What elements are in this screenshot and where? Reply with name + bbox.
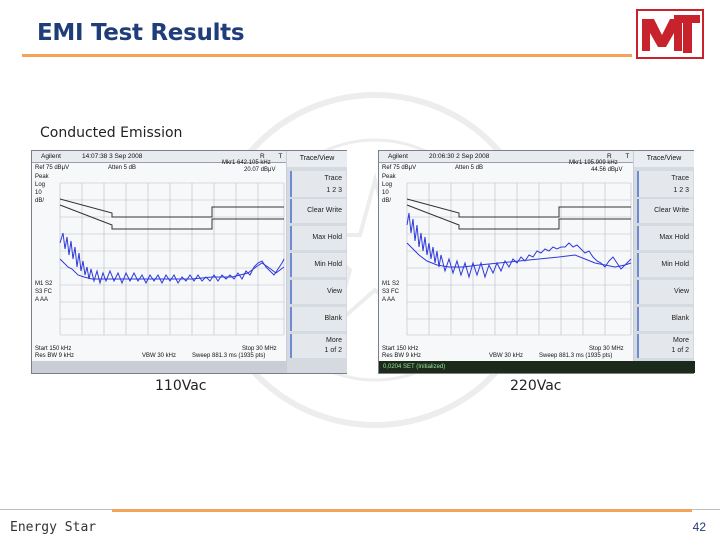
- marker-frequency: Mkr1 195.909 kHz: [569, 160, 618, 166]
- video-bandwidth: VBW 30 kHz: [489, 353, 524, 359]
- start-frequency: Start 150 kHz: [35, 346, 72, 352]
- sweep-time: Sweep 881.3 ms (1935 pts): [192, 353, 266, 359]
- trace-numbers: 1 2 3: [326, 187, 342, 194]
- ref-level: Ref 75 dBμV: [382, 165, 417, 171]
- brand-label: Agilent: [41, 153, 61, 160]
- more-label: More: [673, 337, 689, 344]
- section-label: Conducted Emission: [40, 125, 183, 141]
- scale-label-db: dB/: [35, 198, 45, 204]
- rt-indicator: R T: [260, 153, 289, 160]
- slide-title: EMI Test Results: [37, 20, 245, 46]
- timestamp: 20:06:30 2 Sep 2008: [429, 153, 490, 160]
- more-page: 1 of 2: [671, 347, 689, 354]
- analyzer-screenshot-220vac: Agilent 20:06:30 2 Sep 2008 R T Ref 75 d…: [378, 150, 695, 374]
- page-number: 42: [692, 520, 706, 534]
- softkey-clear-write[interactable]: Clear Write: [637, 199, 693, 223]
- attenuation: Atten 5 dB: [455, 165, 484, 171]
- stop-frequency: Stop 30 MHz: [589, 346, 624, 352]
- trace-label: M1 S2: [382, 281, 400, 287]
- trace-label: M1 S2: [35, 281, 53, 287]
- ref-level: Ref 75 dBμV: [35, 165, 70, 171]
- scale-label-db: dB/: [382, 198, 392, 204]
- more-label: More: [326, 337, 342, 344]
- analyzer-header: Agilent 20:06:30 2 Sep 2008 R T: [379, 151, 633, 163]
- softkey-blank[interactable]: Blank: [290, 307, 346, 331]
- rt-indicator: R T: [607, 153, 636, 160]
- footer-accent-line: [112, 509, 692, 512]
- analyzer-screenshot-110vac: Agilent 14:07:38 3 Sep 2008 R T Ref 75 d…: [31, 150, 347, 374]
- status-bar: 0,0204 SET (Initialized): [379, 361, 695, 373]
- stop-frequency: Stop 30 MHz: [242, 346, 277, 352]
- softkey-header: Trace/View: [634, 151, 694, 167]
- res-bandwidth: Res BW 9 kHz: [382, 353, 422, 359]
- scale-label-10: 10: [35, 190, 42, 196]
- sweep-time: Sweep 881.3 ms (1935 pts): [539, 353, 613, 359]
- trace-label: A AA: [382, 297, 396, 303]
- spectrum-graph: [59, 182, 285, 336]
- softkey-min-hold[interactable]: Min Hold: [290, 253, 346, 277]
- trace-numbers: 1 2 3: [673, 187, 689, 194]
- trace-label: S3 FC: [35, 289, 53, 295]
- caption-220vac: 220Vac: [510, 378, 562, 394]
- softkey-max-hold[interactable]: Max Hold: [637, 226, 693, 250]
- trace-label: Trace: [324, 175, 342, 182]
- spectrum-plot: Ref 75 dBμV Atten 5 dB Mkr1 642.105 kHz …: [32, 160, 286, 361]
- title-underline: [22, 54, 632, 57]
- softkey-clear-write[interactable]: Clear Write: [290, 199, 346, 223]
- softkey-trace[interactable]: Trace 1 2 3: [637, 171, 693, 197]
- softkey-more[interactable]: More 1 of 2: [290, 334, 346, 358]
- brand-label: Agilent: [388, 153, 408, 160]
- trace-label: S3 FC: [382, 289, 400, 295]
- softkey-panel: Trace/View Trace 1 2 3 Clear Write Max H…: [634, 151, 694, 373]
- softkey-panel: Trace/View Trace 1 2 3 Clear Write Max H…: [287, 151, 347, 373]
- timestamp: 14:07:38 3 Sep 2008: [82, 153, 143, 160]
- analyzer-header: Agilent 14:07:38 3 Sep 2008 R T: [32, 151, 286, 163]
- attenuation: Atten 5 dB: [108, 165, 137, 171]
- softkey-max-hold[interactable]: Max Hold: [290, 226, 346, 250]
- softkey-view[interactable]: View: [637, 280, 693, 304]
- softkey-header: Trace/View: [287, 151, 347, 167]
- scale-label-log: Log: [382, 182, 393, 188]
- logo-mark-icon: [642, 15, 700, 53]
- marker-frequency: Mkr1 642.105 kHz: [222, 160, 271, 166]
- scale-label-log: Log: [35, 182, 46, 188]
- scale-label-peak: Peak: [35, 174, 49, 180]
- more-page: 1 of 2: [324, 347, 342, 354]
- video-bandwidth: VBW 30 kHz: [142, 353, 177, 359]
- footer-text: Energy Star: [10, 520, 97, 535]
- caption-110vac: 110Vac: [155, 378, 207, 394]
- marker-value: 20.07 dBμV: [244, 167, 276, 173]
- marker-value: 44.56 dBμV: [591, 167, 623, 173]
- company-logo: [636, 9, 704, 59]
- spectrum-graph: [406, 182, 632, 336]
- trace-label: A AA: [35, 297, 49, 303]
- spectrum-plot: Ref 75 dBμV Atten 5 dB Mkr1 195.909 kHz …: [379, 160, 633, 361]
- softkey-more[interactable]: More 1 of 2: [637, 334, 693, 358]
- scale-label-10: 10: [382, 190, 389, 196]
- softkey-blank[interactable]: Blank: [637, 307, 693, 331]
- trace-label: Trace: [671, 175, 689, 182]
- softkey-view[interactable]: View: [290, 280, 346, 304]
- scale-label-peak: Peak: [382, 174, 396, 180]
- start-frequency: Start 150 kHz: [382, 346, 419, 352]
- softkey-min-hold[interactable]: Min Hold: [637, 253, 693, 277]
- res-bandwidth: Res BW 9 kHz: [35, 353, 75, 359]
- softkey-trace[interactable]: Trace 1 2 3: [290, 171, 346, 197]
